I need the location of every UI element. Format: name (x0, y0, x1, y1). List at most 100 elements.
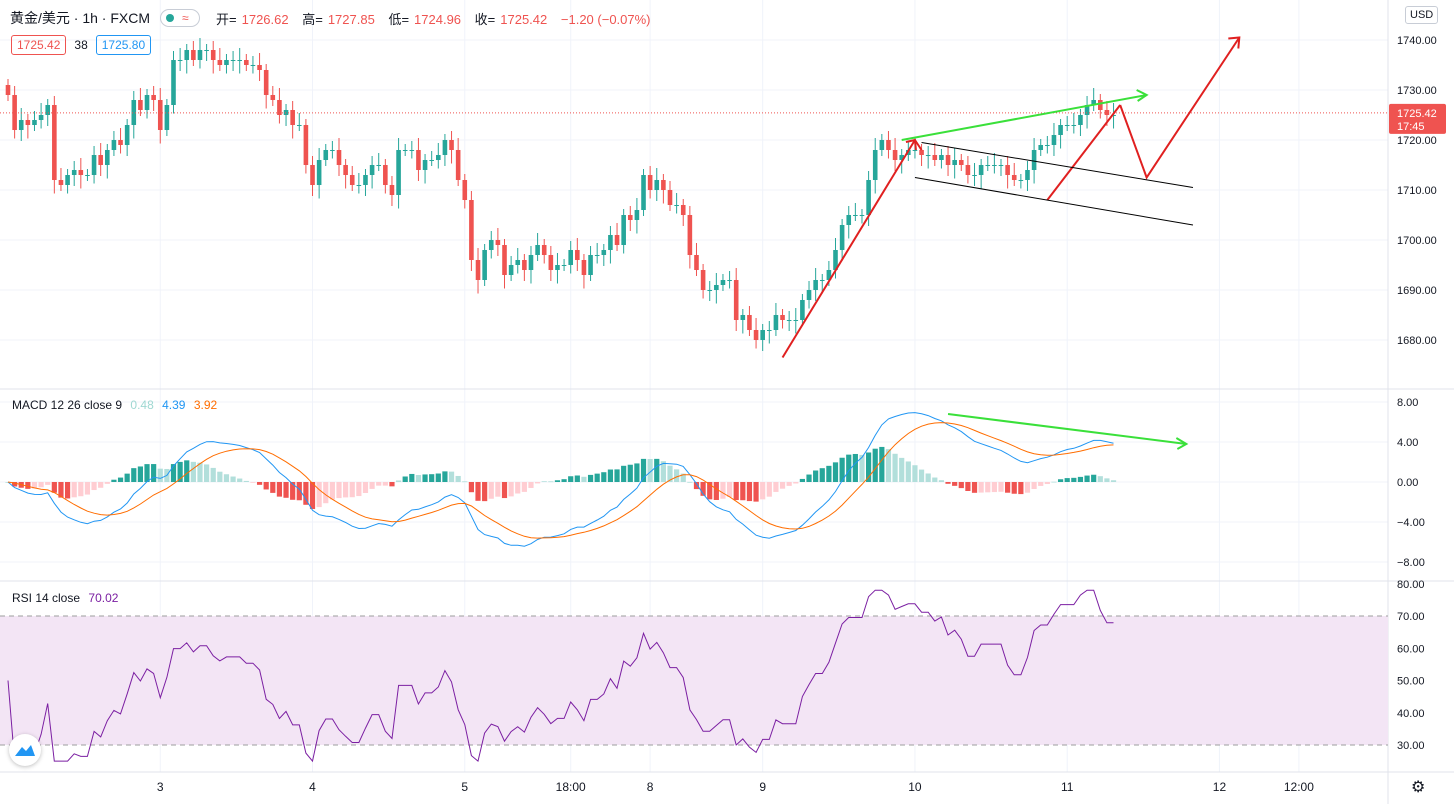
macd-histogram-bar (945, 482, 951, 484)
up-arrow-line (781, 139, 916, 359)
macd-histogram-bar (84, 482, 91, 495)
macd-histogram-bar (71, 482, 77, 498)
candle-body (5, 85, 11, 95)
candle-body (1018, 180, 1024, 181)
symbol-title[interactable]: 黄金/美元 · 1h · FXCM (10, 10, 151, 26)
spread-value: 38 (74, 38, 88, 52)
buy-button[interactable]: 1725.80 (95, 35, 152, 55)
candle-body (992, 165, 997, 166)
candle-body (462, 180, 468, 200)
candle-body (230, 60, 236, 61)
macd-histogram-bar (528, 482, 534, 488)
candle-body (303, 125, 309, 165)
candle-body (85, 175, 90, 176)
macd-histogram-bar (1104, 478, 1110, 482)
macd-histogram-bar (309, 482, 316, 510)
macd-histogram-bar (535, 482, 541, 484)
candle-body (773, 315, 779, 330)
candle-body (819, 280, 825, 281)
sell-button[interactable]: 1725.42 (11, 35, 67, 55)
candle-body (872, 150, 878, 180)
candle-body (469, 200, 474, 260)
candle-body (978, 165, 984, 175)
price-tick-label: 1740.00 (1397, 35, 1437, 47)
macd-histogram-bar (217, 471, 223, 482)
candle-body (144, 95, 150, 110)
macd-histogram-bar (813, 470, 819, 482)
candle-body (793, 320, 799, 321)
candle-body (694, 255, 699, 270)
candle-body (270, 95, 276, 100)
macd-histogram-bar (607, 469, 614, 482)
macd-histogram-bar (316, 482, 322, 508)
macd-histogram-bar (184, 460, 190, 482)
candle-body (396, 150, 401, 195)
time-tick-label: 4 (309, 780, 316, 794)
candle-body (912, 150, 918, 151)
candle-body (422, 160, 428, 170)
macd-legend-name: MACD 12 26 close 9 (12, 398, 123, 412)
macd-histogram-bar (793, 482, 799, 484)
high-value: 1727.85 (327, 11, 375, 27)
candle-body (38, 115, 44, 120)
macd-histogram-bar (429, 474, 435, 482)
candle-body (475, 260, 481, 280)
macd-histogram-bar (707, 482, 713, 500)
candle-body (972, 175, 977, 176)
indicator-toggle[interactable]: ≈ (160, 9, 201, 27)
macd-histogram-bar (197, 462, 203, 482)
macd-histogram-bar (468, 482, 474, 493)
rsi-legend[interactable]: RSI 14 close 70.02 (12, 591, 118, 605)
candle-body (197, 50, 203, 60)
candle-body (1078, 115, 1083, 125)
macd-histogram-bar (151, 464, 157, 482)
rsi-tick-label: 40.00 (1397, 708, 1425, 720)
macd-histogram-bar (1044, 482, 1050, 485)
macd-histogram-bar (170, 464, 177, 482)
price-tick-label: 1680.00 (1397, 335, 1437, 347)
channel-upper-line (921, 142, 1194, 188)
candle-body (402, 150, 408, 151)
candle-body (1005, 165, 1010, 175)
time-tick-label: 12 (1213, 780, 1227, 794)
macd-histogram-bar (389, 482, 395, 487)
macd-histogram-bar (561, 479, 567, 482)
macd-histogram-bar (1051, 481, 1057, 483)
macd-histogram-bar (223, 474, 230, 482)
settings-gear-icon[interactable]: ⚙ (1411, 779, 1426, 796)
macd-histogram-bar (230, 476, 236, 482)
macd-histogram-bar (839, 457, 845, 482)
macd-histogram-bar (978, 482, 984, 493)
candle-body (919, 150, 924, 155)
macd-histogram-bar (753, 482, 759, 502)
chart-header: 黄金/美元 · 1h · FXCM ≈ 开= 1726.62 高= 1727.85 … (10, 8, 656, 28)
candle-body (800, 300, 805, 320)
macd-histogram-bar (1110, 480, 1117, 482)
macd-hist-value: 0.48 (130, 398, 154, 412)
macd-histogram-bar (131, 468, 137, 482)
rsi-tick-label: 80.00 (1397, 579, 1425, 591)
candle-body (687, 215, 693, 255)
macd-histogram-bar (243, 480, 249, 482)
candle-body (740, 315, 746, 320)
macd-histogram-bar (137, 466, 143, 482)
tradingview-logo-icon[interactable] (9, 734, 41, 766)
macd-histogram-bar (594, 473, 600, 482)
candle-body (482, 250, 487, 280)
arrow-head (1136, 89, 1149, 102)
macd-histogram-bar (1031, 482, 1037, 489)
price-tick-label: 1690.00 (1397, 285, 1437, 297)
macd-histogram-bar (475, 482, 481, 501)
currency-button[interactable]: USD (1405, 6, 1439, 24)
candle-body (488, 240, 494, 250)
macd-histogram-bar (746, 482, 753, 502)
macd-histogram-bar (250, 482, 256, 483)
candle-body (224, 60, 229, 65)
macd-legend[interactable]: MACD 12 26 close 9 0.48 4.39 3.92 (12, 398, 217, 412)
low-value: 1724.96 (414, 11, 462, 27)
candle-body (720, 280, 726, 285)
candle-body (654, 180, 660, 190)
candle-body (296, 125, 302, 126)
macd-histogram-bar (495, 482, 501, 497)
